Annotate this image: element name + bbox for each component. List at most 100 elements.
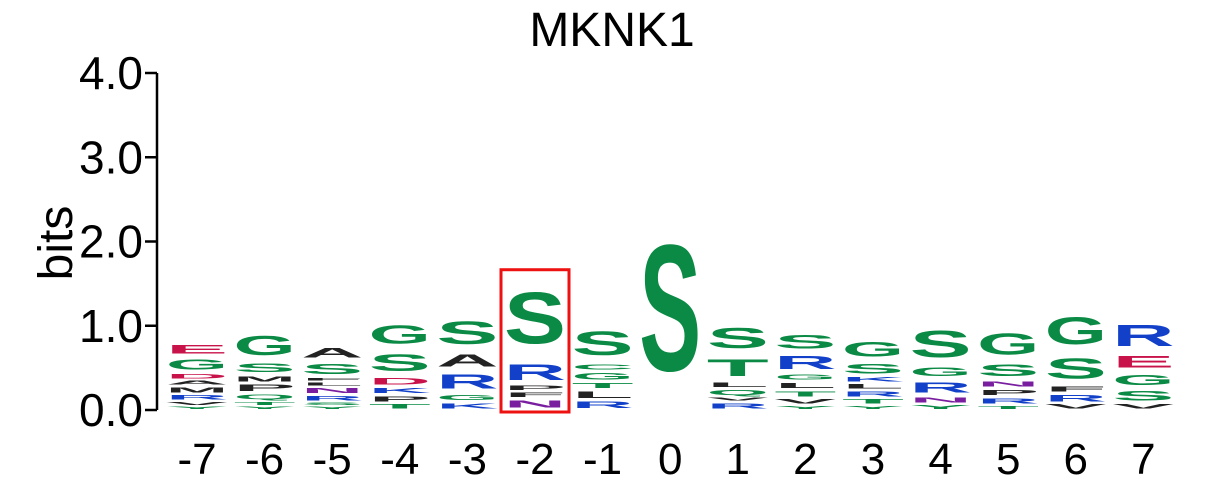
logo-letter-D: D: [369, 376, 431, 386]
logo-letter-T: T: [977, 405, 1039, 410]
logo-letter-A: A: [436, 351, 498, 370]
logo-letter-R: R: [1045, 393, 1107, 403]
x-tick-label: -7: [177, 435, 216, 484]
logo-letter-P: P: [504, 385, 566, 392]
y-axis-ticks: 0.0 1.0 2.0 3.0 4.0: [79, 47, 157, 436]
logo-letter-G: G: [572, 371, 634, 381]
logo-letter-V: V: [707, 397, 769, 402]
x-tick-label: -4: [380, 435, 419, 484]
logo-letter-G: G: [977, 327, 1039, 361]
logo-letter-G: G: [842, 338, 904, 361]
logo-letter-S: S: [301, 361, 363, 378]
y-tick-label: 2.0: [79, 216, 143, 268]
logo-letter-K: K: [369, 386, 431, 394]
chart-title: MKNK1: [529, 4, 694, 57]
logo-letter-G: G: [166, 356, 228, 373]
x-tick-label: 0: [658, 435, 682, 484]
logo-letter-R: R: [1112, 319, 1174, 353]
logo-letter-G: G: [774, 373, 836, 381]
logo-letter-N: N: [910, 396, 972, 404]
logo-letter-S: S: [1045, 353, 1107, 385]
logo-letter-Y: Y: [842, 405, 904, 410]
logo-letter-S: S: [639, 208, 701, 409]
logo-letter-Y: Y: [910, 404, 972, 410]
y-tick-label: 1.0: [79, 300, 143, 352]
logo-letter-Y: Y: [301, 406, 363, 410]
logo-letter-T: T: [234, 401, 296, 406]
logo-letter-N: N: [504, 398, 566, 410]
logo-letter-E: E: [166, 343, 228, 356]
logo-letter-S: S: [1112, 388, 1174, 403]
logo-letter-S: S: [842, 361, 904, 376]
highlight-layer: [499, 268, 571, 414]
logo-letter-V: V: [774, 398, 836, 405]
logo-letter-S: S: [707, 322, 769, 354]
logo-letter-V: V: [1045, 403, 1107, 410]
logo-letter-L: L: [707, 381, 769, 388]
x-tick-label: 6: [1064, 435, 1088, 484]
y-tick-label: 4.0: [79, 47, 143, 99]
logo-letter-S: S: [234, 361, 296, 374]
logo-letter-R: R: [774, 353, 836, 373]
logo-letter-M: M: [166, 386, 228, 394]
logo-letter-S: S: [301, 402, 363, 406]
logo-letter-L: L: [301, 381, 363, 386]
logo-letter-M: M: [234, 375, 296, 383]
logo-letter-S: S: [977, 361, 1039, 379]
logo-letter-P: P: [977, 388, 1039, 396]
logo-letter-T: T: [774, 390, 836, 398]
logo-letter-K: K: [436, 402, 498, 410]
logo-letter-K: K: [842, 376, 904, 383]
letter-stacks: YVRMADGEYTQPMSGYSRNLFSATPKDSGKGRASNFPRSR…: [166, 208, 1175, 410]
highlight-box: [499, 268, 571, 414]
logo-letter-S: S: [910, 324, 972, 366]
x-tick-label: 7: [1131, 435, 1155, 484]
logo-letter-G: G: [436, 393, 498, 401]
x-tick-label: 4: [928, 435, 952, 484]
logo-letter-L: L: [842, 383, 904, 390]
logo-letter-R: R: [842, 390, 904, 398]
logo-letter-R: R: [504, 360, 566, 385]
logo-letter-L: L: [774, 381, 836, 389]
logo-letter-G: G: [369, 320, 431, 350]
logo-letter-R: R: [977, 397, 1039, 405]
logo-letter-N: N: [301, 386, 363, 394]
logo-letter-G: G: [1112, 371, 1174, 388]
logo-letter-Q: Q: [707, 388, 769, 396]
y-axis-label: bits: [30, 206, 83, 281]
x-tick-label: -1: [583, 435, 622, 484]
logo-letter-Y: Y: [234, 406, 296, 410]
logo-letter-L: L: [572, 390, 634, 400]
logo-letter-V: V: [1112, 403, 1174, 410]
logo-letter-A: A: [166, 380, 228, 386]
logo-letter-F: F: [1045, 385, 1107, 393]
logo-letter-S: S: [774, 331, 836, 353]
logo-letter-P: P: [369, 395, 431, 403]
logo-letter-E: E: [1112, 353, 1174, 371]
logo-letter-F: F: [301, 377, 363, 381]
x-tick-label: -3: [448, 435, 487, 484]
x-tick-label: 1: [726, 435, 750, 484]
logo-letter-S: S: [436, 315, 498, 351]
y-tick-label: 0.0: [79, 384, 143, 436]
logo-letter-Y: Y: [166, 406, 228, 410]
logo-letter-S: S: [572, 324, 634, 362]
logo-letter-S: S: [504, 277, 566, 359]
logo-letter-N: N: [977, 380, 1039, 388]
logo-letter-R: R: [910, 379, 972, 396]
logo-letter-T: T: [842, 398, 904, 405]
logo-letter-T: T: [369, 403, 431, 410]
logo-letter-R: R: [707, 402, 769, 410]
x-tick-label: 3: [861, 435, 885, 484]
logo-letter-R: R: [301, 395, 363, 402]
logo-letter-Q: Q: [234, 393, 296, 401]
logo-letter-G: G: [234, 330, 296, 361]
x-tick-label: 5: [996, 435, 1020, 484]
logo-letter-S: S: [369, 350, 431, 377]
x-tick-label: -5: [313, 435, 352, 484]
logo-letter-R: R: [166, 394, 228, 401]
logo-letter-D: D: [166, 373, 228, 380]
x-tick-label: -2: [515, 435, 554, 484]
x-tick-label: 2: [793, 435, 817, 484]
